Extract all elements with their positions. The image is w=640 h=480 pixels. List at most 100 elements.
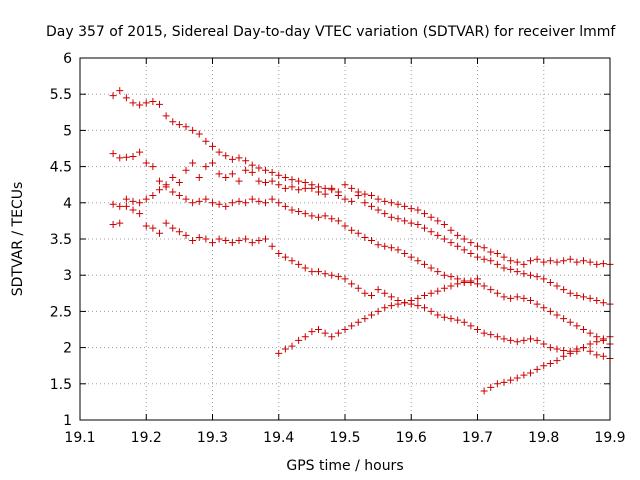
- data-point: [501, 254, 508, 261]
- data-point: [322, 330, 329, 337]
- data-point: [474, 243, 481, 250]
- data-point: [275, 350, 282, 357]
- data-point: [348, 227, 355, 234]
- data-point: [289, 176, 296, 183]
- data-point: [262, 236, 269, 243]
- data-point: [434, 268, 441, 275]
- data-point: [275, 199, 282, 206]
- data-point: [467, 250, 474, 257]
- data-point: [600, 260, 607, 267]
- data-point: [507, 266, 514, 273]
- data-point: [368, 312, 375, 319]
- data-point: [534, 301, 541, 308]
- data-point: [110, 150, 117, 157]
- data-point: [143, 222, 150, 229]
- data-point: [176, 192, 183, 199]
- data-point: [229, 156, 236, 163]
- data-point: [328, 272, 335, 279]
- data-point: [481, 256, 488, 263]
- data-point: [302, 333, 309, 340]
- data-point: [587, 340, 594, 347]
- data-point: [116, 220, 123, 227]
- x-tick-label: 19.5: [329, 430, 360, 446]
- data-point: [501, 335, 508, 342]
- data-point: [342, 181, 349, 188]
- data-point: [375, 308, 382, 315]
- data-point: [209, 239, 216, 246]
- data-point: [461, 279, 468, 286]
- data-point: [540, 275, 547, 282]
- data-point: [494, 290, 501, 297]
- data-point: [547, 308, 554, 315]
- data-point: [183, 167, 190, 174]
- sdtvar-chart: Day 357 of 2015, Sidereal Day-to-day VTE…: [0, 0, 640, 480]
- data-point: [282, 346, 289, 353]
- data-point: [587, 259, 594, 266]
- data-point: [302, 264, 309, 271]
- data-point: [501, 379, 508, 386]
- data-point: [361, 199, 368, 206]
- data-point: [554, 346, 561, 353]
- data-point: [269, 169, 276, 176]
- data-point: [275, 181, 282, 188]
- y-tick-label: 2.5: [50, 304, 72, 320]
- data-point: [222, 203, 229, 210]
- data-point: [156, 230, 163, 237]
- data-point: [130, 198, 137, 205]
- data-point: [467, 322, 474, 329]
- data-point: [368, 203, 375, 210]
- data-point: [202, 138, 209, 145]
- data-point: [434, 312, 441, 319]
- data-point: [255, 165, 262, 172]
- data-point: [534, 337, 541, 344]
- data-point: [507, 257, 514, 264]
- data-point: [461, 319, 468, 326]
- data-point: [282, 185, 289, 192]
- data-point: [149, 163, 156, 170]
- data-point: [587, 348, 594, 355]
- data-point: [143, 159, 150, 166]
- data-point: [249, 162, 256, 169]
- data-point: [474, 275, 481, 282]
- data-point: [560, 286, 567, 293]
- data-point: [441, 314, 448, 321]
- data-point: [209, 199, 216, 206]
- x-tick-labels: 19.1 19.2 19.3 19.4 19.5 19.6 19.7 19.8 19.9: [64, 430, 625, 446]
- data-point: [587, 295, 594, 302]
- data-point: [520, 270, 527, 277]
- data-point: [381, 304, 388, 311]
- data-point: [308, 185, 315, 192]
- data-point: [408, 254, 415, 261]
- x-tick-label: 19.7: [462, 430, 493, 446]
- data-point: [494, 250, 501, 257]
- data-point: [534, 256, 541, 263]
- data-point: [342, 222, 349, 229]
- data-point: [176, 179, 183, 186]
- data-point: [328, 185, 335, 192]
- x-tick-label: 19.8: [528, 430, 559, 446]
- data-point: [123, 154, 130, 161]
- data-point: [514, 259, 521, 266]
- data-point: [315, 326, 322, 333]
- data-point: [269, 243, 276, 250]
- data-point: [507, 295, 514, 302]
- data-point: [335, 217, 342, 224]
- data-point: [375, 207, 382, 214]
- data-point: [580, 344, 587, 351]
- data-point: [573, 322, 580, 329]
- data-point: [289, 257, 296, 264]
- data-point: [249, 196, 256, 203]
- data-point: [388, 214, 395, 221]
- series-track-f: [481, 333, 614, 394]
- data-point: [487, 286, 494, 293]
- data-point: [322, 191, 329, 198]
- data-point: [116, 154, 123, 161]
- x-tick-label: 19.4: [263, 430, 294, 446]
- data-point: [593, 338, 600, 345]
- data-point: [335, 192, 342, 199]
- y-tick-label: 4: [63, 196, 72, 212]
- data-point: [169, 225, 176, 232]
- data-point: [454, 317, 461, 324]
- data-point: [494, 261, 501, 268]
- data-point: [514, 375, 521, 382]
